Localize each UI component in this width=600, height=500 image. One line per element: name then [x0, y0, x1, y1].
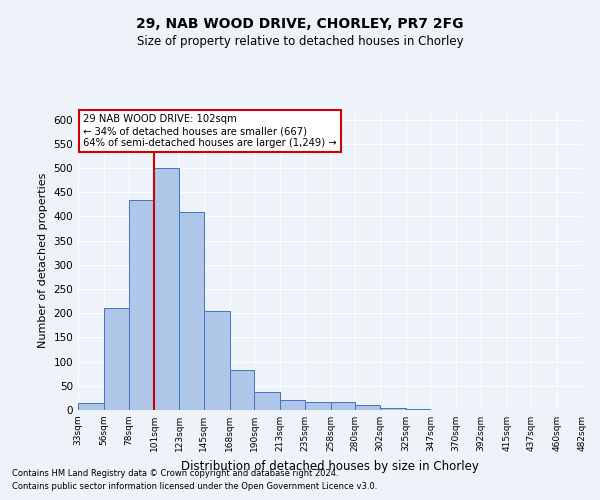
Bar	[280, 400, 305, 410]
Text: Contains public sector information licensed under the Open Government Licence v3: Contains public sector information licen…	[12, 482, 377, 491]
Bar	[355, 404, 380, 410]
Bar	[104, 308, 128, 410]
Text: Size of property relative to detached houses in Chorley: Size of property relative to detached ho…	[137, 35, 463, 48]
Y-axis label: Number of detached properties: Number of detached properties	[38, 172, 48, 348]
Bar	[154, 168, 179, 410]
Bar	[305, 402, 331, 410]
Bar	[230, 370, 254, 410]
Text: Contains HM Land Registry data © Crown copyright and database right 2024.: Contains HM Land Registry data © Crown c…	[12, 468, 338, 477]
Bar	[204, 311, 230, 410]
Bar	[406, 408, 430, 410]
X-axis label: Distribution of detached houses by size in Chorley: Distribution of detached houses by size …	[181, 460, 479, 472]
Bar	[380, 408, 406, 410]
Text: 29, NAB WOOD DRIVE, CHORLEY, PR7 2FG: 29, NAB WOOD DRIVE, CHORLEY, PR7 2FG	[136, 18, 464, 32]
Bar	[331, 402, 355, 410]
Bar	[179, 212, 204, 410]
Bar	[128, 200, 154, 410]
Text: 29 NAB WOOD DRIVE: 102sqm
← 34% of detached houses are smaller (667)
64% of semi: 29 NAB WOOD DRIVE: 102sqm ← 34% of detac…	[83, 114, 337, 148]
Bar	[78, 402, 104, 410]
Bar	[254, 392, 280, 410]
